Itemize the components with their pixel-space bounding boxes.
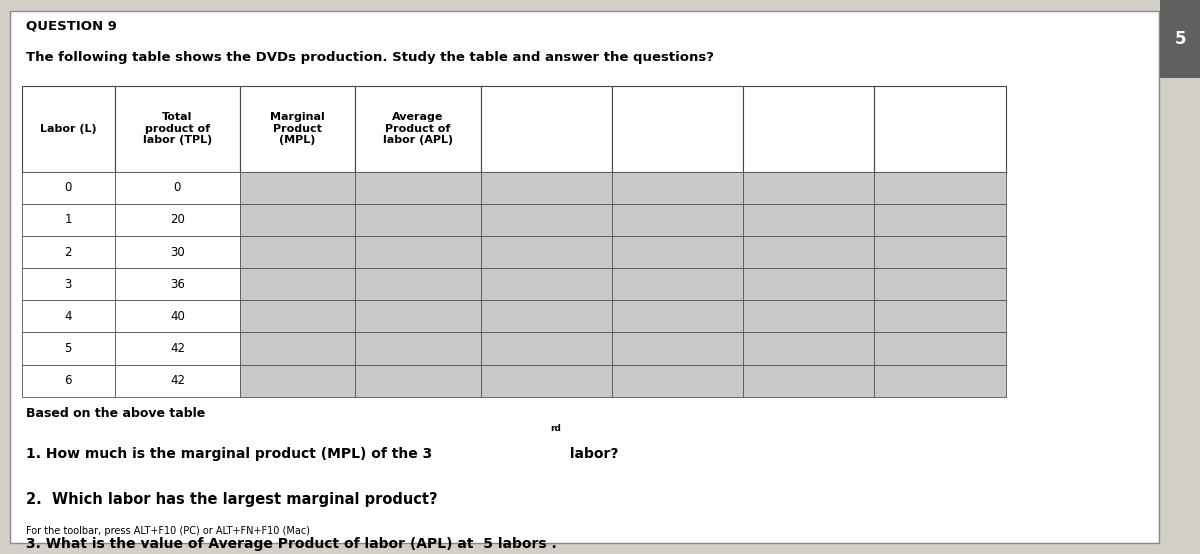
Bar [240,332,355,365]
Text: QUESTION 9: QUESTION 9 [26,19,118,32]
Bar [114,86,240,172]
Text: Based on the above table: Based on the above table [26,407,205,419]
Text: 1. How much is the marginal product (MPL) of the 3: 1. How much is the marginal product (MPL… [26,447,433,460]
Text: rd: rd [551,424,562,433]
Bar [875,300,1006,332]
Bar [355,86,481,172]
Bar [355,332,481,365]
Bar [481,268,612,300]
Bar [240,300,355,332]
Bar [481,86,612,172]
Bar [743,268,875,300]
Bar [481,365,612,397]
Bar [240,204,355,236]
Bar [240,236,355,268]
Text: Labor (L): Labor (L) [40,124,96,134]
Bar [240,172,355,204]
Text: 5: 5 [1175,30,1186,48]
Bar [22,172,114,204]
Bar [875,172,1006,204]
Bar [743,365,875,397]
Bar [355,268,481,300]
Bar [22,204,114,236]
Bar [875,365,1006,397]
Text: labor?: labor? [565,447,618,460]
Bar [481,204,612,236]
Text: 30: 30 [170,245,185,259]
Bar [481,172,612,204]
Bar [612,365,743,397]
Bar [875,268,1006,300]
Bar [22,332,114,365]
Bar [612,204,743,236]
Text: Average
Product of
labor (APL): Average Product of labor (APL) [383,112,452,145]
Bar [743,172,875,204]
Text: 40: 40 [170,310,185,323]
Bar [743,86,875,172]
Text: 42: 42 [170,342,185,355]
Bar [743,332,875,365]
Text: 2: 2 [65,245,72,259]
Bar [22,236,114,268]
Bar [743,300,875,332]
Bar [612,300,743,332]
Bar [355,300,481,332]
Bar [612,172,743,204]
Bar [612,86,743,172]
Bar [1160,0,1200,78]
Bar [114,236,240,268]
Text: Total
product of
labor (TPL): Total product of labor (TPL) [143,112,212,145]
Bar [481,332,612,365]
Bar [114,365,240,397]
Bar [240,365,355,397]
Bar [612,332,743,365]
Bar [114,204,240,236]
Text: Marginal
Product
(MPL): Marginal Product (MPL) [270,112,325,145]
Bar [743,236,875,268]
Bar [22,300,114,332]
Text: 5: 5 [65,342,72,355]
Bar [612,268,743,300]
Bar [114,300,240,332]
Text: 2.  Which labor has the largest marginal product?: 2. Which labor has the largest marginal … [26,492,438,507]
Bar [114,172,240,204]
Bar [875,204,1006,236]
Bar [355,365,481,397]
Text: 4: 4 [65,310,72,323]
Text: For the toolbar, press ALT+F10 (PC) or ALT+FN+F10 (Mac): For the toolbar, press ALT+F10 (PC) or A… [26,526,311,536]
Bar [114,268,240,300]
Text: 0: 0 [65,181,72,194]
Text: 6: 6 [65,374,72,387]
Bar [22,365,114,397]
Bar [240,86,355,172]
Bar [875,332,1006,365]
Text: 42: 42 [170,374,185,387]
Text: 1: 1 [65,213,72,227]
Text: 20: 20 [170,213,185,227]
Text: 3: 3 [65,278,72,291]
Bar [612,236,743,268]
Bar [481,236,612,268]
Bar [875,86,1006,172]
Bar [355,204,481,236]
Bar [22,86,114,172]
Text: 36: 36 [170,278,185,291]
Bar [114,332,240,365]
Bar [743,204,875,236]
Text: 3. What is the value of Average Product of labor (APL) at  5 labors .: 3. What is the value of Average Product … [26,537,557,551]
Bar [875,236,1006,268]
Bar [355,236,481,268]
Bar [22,268,114,300]
Text: 0: 0 [174,181,181,194]
Bar [240,268,355,300]
Bar [481,300,612,332]
Bar [355,172,481,204]
Text: The following table shows the DVDs production. Study the table and answer the qu: The following table shows the DVDs produ… [26,51,714,64]
